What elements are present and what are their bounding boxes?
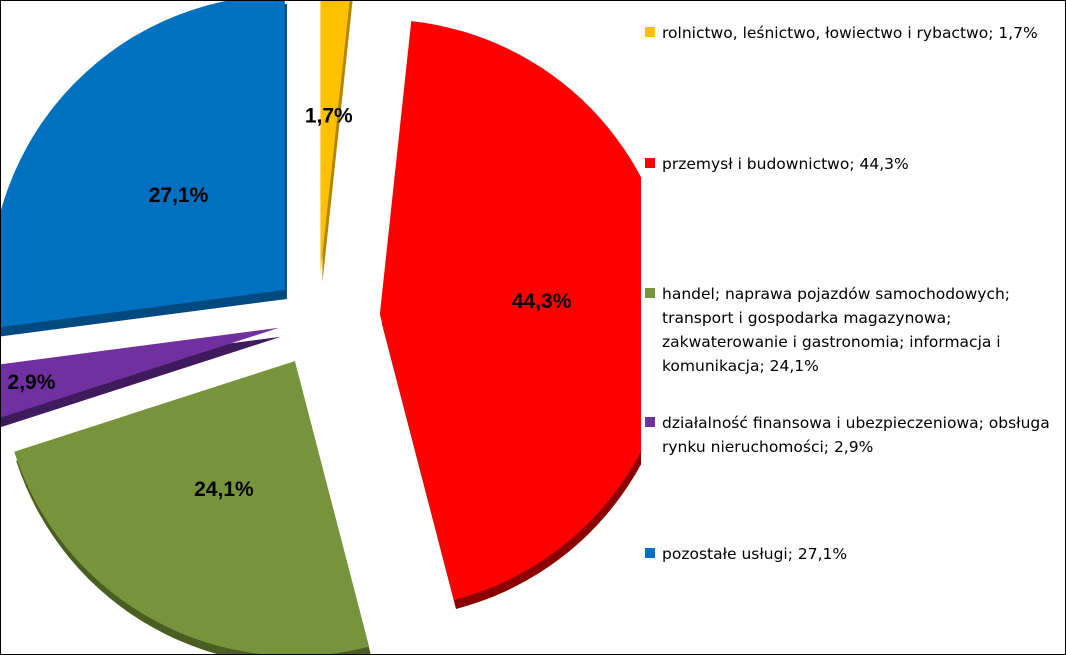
slice-finance — [1, 327, 279, 418]
legend-item-trade: handel; naprawa pojazdów samochodowych; … — [645, 282, 1055, 378]
slice-agriculture — [320, 1, 350, 274]
legend-label-trade: handel; naprawa pojazdów samochodowych; … — [662, 285, 1011, 375]
data-label-finance: 2,9% — [8, 371, 56, 394]
data-label-agriculture: 1,7% — [305, 104, 353, 127]
legend-swatch-other-services — [645, 548, 655, 558]
pie-chart: 1,7% 44,3% 24,1% 2,9% 27,1% — [1, 1, 641, 654]
legend-swatch-industry — [645, 158, 655, 168]
legend-item-industry: przemysł i budownictwo; 44,3% — [645, 152, 1055, 176]
legend: rolnictwo, leśnictwo, łowiectwo i rybact… — [645, 1, 1057, 654]
legend-item-agriculture: rolnictwo, leśnictwo, łowiectwo i rybact… — [645, 21, 1055, 45]
data-label-industry: 44,3% — [512, 290, 572, 313]
slice-industry — [379, 21, 641, 600]
legend-item-finance: działalność finansowa i ubezpieczeniowa;… — [645, 411, 1055, 459]
legend-label-finance: działalność finansowa i ubezpieczeniowa;… — [662, 414, 1050, 456]
slice-other-services — [1, 1, 285, 328]
slice-trade — [14, 361, 370, 654]
legend-swatch-agriculture — [645, 27, 655, 37]
slice-side-finance — [1, 336, 281, 428]
data-label-trade: 24,1% — [194, 478, 254, 501]
legend-swatch-finance — [645, 417, 655, 427]
legend-swatch-trade — [645, 288, 655, 298]
legend-label-agriculture: rolnictwo, leśnictwo, łowiectwo i rybact… — [662, 24, 1038, 42]
legend-label-industry: przemysł i budownictwo; 44,3% — [662, 155, 909, 173]
legend-label-other-services: pozostałe usługi; 27,1% — [662, 545, 848, 563]
data-label-other-services: 27,1% — [149, 184, 209, 207]
legend-item-other-services: pozostałe usługi; 27,1% — [645, 542, 1055, 566]
